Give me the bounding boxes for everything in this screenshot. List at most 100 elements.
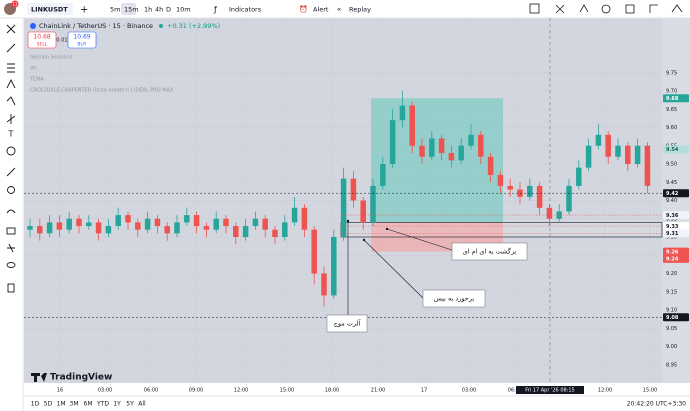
candle-body: [37, 226, 43, 234]
candle-body: [380, 164, 386, 186]
price-tick-label: 9.75: [666, 70, 677, 76]
candle-body: [409, 105, 415, 146]
badge-count: 11: [12, 1, 18, 6]
tool-emoji[interactable]: [6, 146, 16, 156]
interval-button[interactable]: D: [166, 6, 171, 14]
candle-body: [184, 215, 190, 223]
range-button[interactable]: 3M: [70, 401, 79, 408]
candle-body: [46, 222, 53, 234]
range-button[interactable]: 5D: [44, 401, 53, 408]
tool-lock-drawings[interactable]: [7, 243, 15, 253]
icon-draw[interactable]: [555, 4, 565, 14]
range-button[interactable]: 1D: [31, 401, 40, 408]
candle-body: [213, 218, 219, 230]
candle-body: [615, 145, 621, 157]
interval-button[interactable]: 1h: [144, 6, 152, 14]
symbol-search[interactable]: [27, 3, 73, 15]
price-tag-label: 9.68: [666, 96, 679, 102]
drawing-tools: T: [6, 24, 16, 293]
range-button[interactable]: All: [138, 401, 146, 408]
tool-prediction[interactable]: [6, 96, 16, 106]
time-label: 06:00: [144, 388, 158, 394]
range-button[interactable]: 1Y: [113, 401, 121, 408]
sell-button[interactable]: [27, 31, 57, 49]
price-tick-label: 9.15: [666, 289, 677, 295]
candle-body: [27, 226, 33, 230]
price-tag: [663, 211, 689, 220]
annotation-text: برگشت به ای ام ای: [463, 248, 517, 256]
price-tick-label: 9.05: [666, 326, 677, 332]
price-tag-label: 9.54: [666, 147, 679, 153]
time-cursor-tag: [516, 386, 584, 394]
range-button[interactable]: 1M: [57, 401, 66, 408]
watermark: TradingView: [50, 373, 112, 383]
candle-body: [76, 218, 82, 227]
annotation-box: [326, 314, 368, 333]
interval-button[interactable]: 5m: [110, 6, 120, 14]
tool-brush[interactable]: [6, 114, 16, 124]
icon-settings[interactable]: [601, 4, 611, 14]
icon-fullscreen[interactable]: [625, 4, 635, 14]
candle-body: [223, 218, 229, 227]
tool-text[interactable]: T: [8, 130, 14, 139]
interval-button[interactable]: 15m: [124, 6, 139, 14]
time-label: 15:00: [280, 388, 294, 394]
badge: [11, 0, 19, 8]
tool-fib[interactable]: [7, 63, 15, 73]
candle-body: [331, 237, 337, 296]
candle-body: [252, 218, 259, 227]
price-tick-label: 9.40: [666, 198, 677, 204]
tool-zoom[interactable]: [7, 186, 15, 194]
icon-chart[interactable]: [579, 4, 589, 13]
icon-layout[interactable]: [529, 3, 540, 14]
buy-button[interactable]: [67, 31, 97, 49]
price-tag-label: 9.33: [666, 224, 679, 230]
alert-button[interactable]: Alert: [313, 6, 329, 14]
candle-body: [399, 105, 406, 121]
tool-hide[interactable]: [6, 262, 16, 268]
candle-body: [301, 207, 308, 230]
time-label: 21:00: [371, 388, 385, 394]
range-button[interactable]: 5Y: [126, 401, 134, 408]
tool-ruler[interactable]: [6, 167, 16, 177]
tool-pattern[interactable]: [6, 78, 16, 89]
toolbar-right-icons: [529, 3, 683, 14]
price-tick-label: 9.60: [666, 125, 677, 131]
time-label: 16: [57, 388, 63, 394]
price-tag-label: 9.08: [666, 315, 679, 321]
icon-snapshot[interactable]: [649, 4, 658, 13]
price-tick-label: 9.20: [666, 271, 677, 277]
price-tag-label: 9.26: [666, 249, 679, 255]
price-tag: [663, 229, 689, 238]
add-symbol[interactable]: +: [80, 5, 88, 16]
candle-body: [86, 222, 92, 227]
icon-publish[interactable]: [671, 4, 683, 13]
replay-icon[interactable]: «: [337, 6, 341, 14]
candle-body: [585, 145, 592, 168]
price-tag: [663, 313, 689, 322]
tool-trash[interactable]: [7, 283, 15, 293]
candle-body: [438, 138, 445, 154]
price-tag: [663, 222, 689, 231]
range-button[interactable]: YTD: [96, 401, 109, 408]
interval-button[interactable]: 10m: [176, 6, 191, 14]
interval-button[interactable]: 4h: [155, 6, 163, 14]
replay-button[interactable]: Replay: [349, 6, 371, 14]
tool-magnet[interactable]: [6, 209, 16, 214]
tool-crosshair[interactable]: [6, 24, 16, 34]
tool-trendline[interactable]: [6, 43, 16, 53]
candle-body: [605, 134, 611, 157]
candle-body: [272, 229, 278, 237]
candle-body: [321, 273, 327, 296]
buy-label: BUY: [77, 42, 86, 48]
range-button[interactable]: 6M: [84, 401, 93, 408]
alert-icon[interactable]: ⏰: [299, 5, 308, 14]
time-label: Fri 17 Apr '26 08:15: [525, 388, 574, 394]
price-tick-label: 9.70: [666, 89, 677, 95]
indicators-icon[interactable]: ƒ: [213, 5, 217, 14]
indicators-button[interactable]: Indicators: [229, 6, 262, 14]
annotation-box: [422, 289, 486, 308]
tool-lock[interactable]: [6, 227, 16, 235]
candle-body: [350, 178, 357, 201]
